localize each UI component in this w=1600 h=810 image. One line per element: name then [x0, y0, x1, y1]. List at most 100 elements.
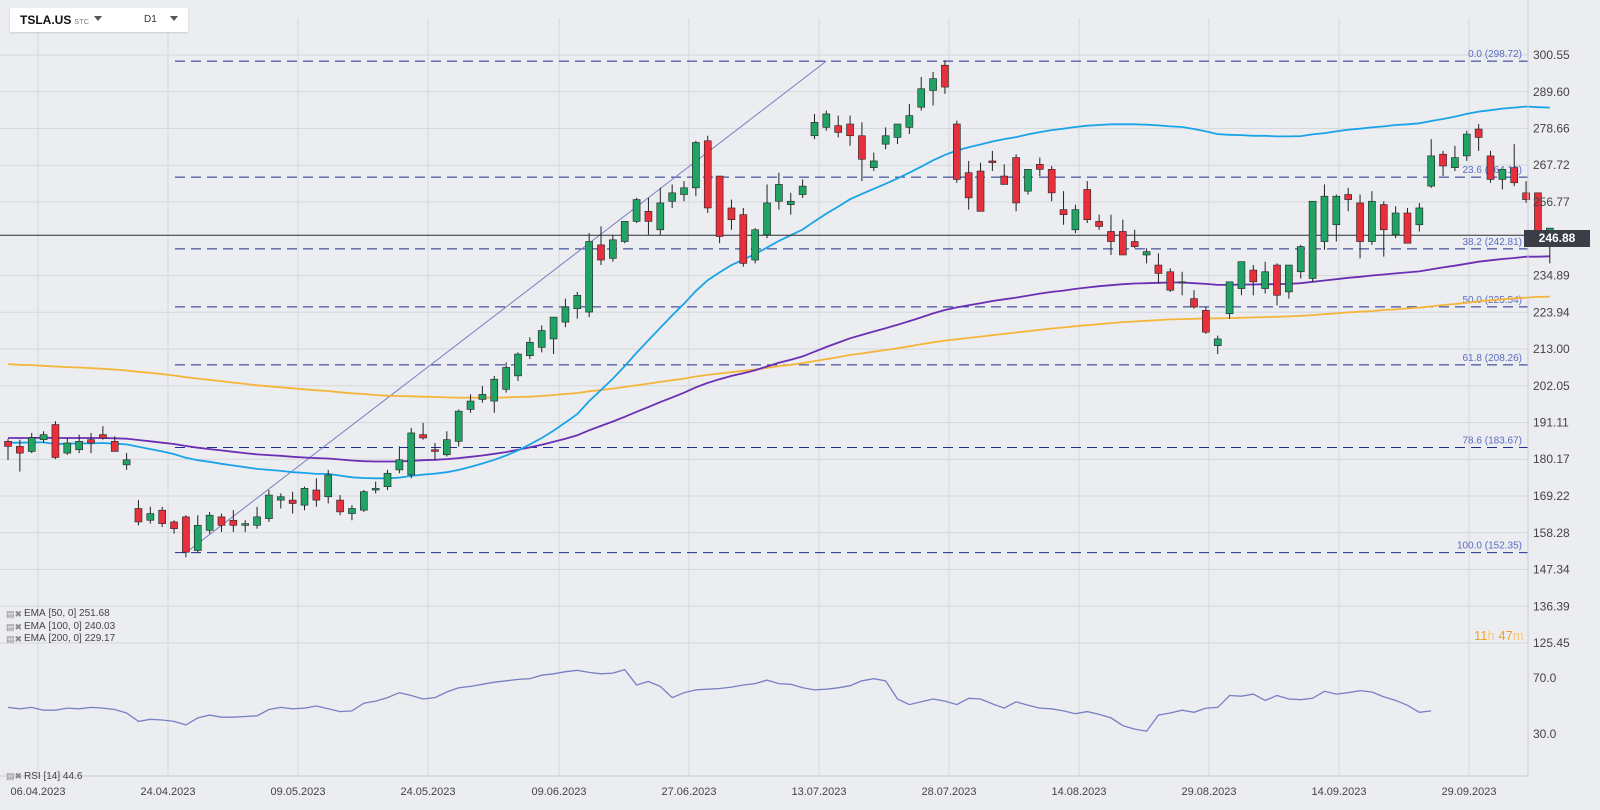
settings-close-icon[interactable]: ▤✖ [6, 609, 23, 619]
candle-body [87, 439, 95, 444]
candle-body [253, 516, 261, 526]
price-tick-label: 289.60 [1533, 85, 1570, 99]
candle-body [834, 125, 843, 133]
candle [1047, 165, 1056, 202]
candle-body [1047, 169, 1056, 194]
candle-body [1024, 169, 1032, 192]
rsi-pane: 70.0 30.0 [7, 668, 1557, 741]
candle [1059, 191, 1068, 225]
candle-body [158, 509, 166, 524]
candle-body [680, 187, 688, 195]
candle-body [265, 494, 273, 519]
candle-body [1012, 157, 1020, 204]
indicator-ema100[interactable]: ▤✖ EMA [100, 0] 240.03 [6, 621, 115, 634]
candle-body [1439, 153, 1447, 167]
candle-body [1273, 264, 1281, 296]
candle [775, 172, 783, 210]
candle [170, 520, 178, 534]
candle [336, 495, 344, 516]
candle [110, 436, 119, 452]
candle-body [16, 446, 24, 454]
candle [229, 510, 238, 533]
candle-body [537, 330, 546, 348]
candle-body [1107, 231, 1115, 242]
candle-body [478, 394, 487, 400]
candle [715, 175, 724, 244]
candle [443, 431, 451, 457]
candle-body [1213, 338, 1222, 346]
candle [51, 421, 60, 460]
candle [739, 207, 748, 267]
candle-body [383, 472, 392, 487]
candle-body [229, 519, 238, 526]
symbol-dropdown-icon[interactable] [94, 16, 102, 21]
candle [620, 221, 629, 244]
indicator-ema50[interactable]: ▤✖ EMA [50, 0] 251.68 [6, 608, 115, 621]
candle [87, 432, 95, 454]
candle-body [1225, 281, 1234, 315]
candle-body [1296, 246, 1305, 273]
date-tick-label: 09.06.2023 [531, 786, 586, 798]
candle [881, 127, 890, 150]
candle-body [964, 172, 973, 199]
candle [1261, 261, 1269, 294]
candle [537, 325, 546, 353]
candle-body [514, 353, 522, 377]
indicator-value: 251.68 [79, 608, 110, 619]
candle [964, 160, 973, 210]
ema50-line [8, 105, 1550, 480]
rsi-legend[interactable]: ▤✖ RSI [14] 44.6 [6, 771, 82, 782]
candle-body [431, 449, 439, 452]
indicator-ema200[interactable]: ▤✖ EMA [200, 0] 229.17 [6, 633, 115, 646]
price-tick-label: 213.00 [1533, 342, 1570, 356]
settings-close-icon[interactable]: ▤✖ [6, 771, 23, 781]
candle [359, 490, 368, 512]
candle-body [1332, 195, 1341, 226]
candle-body [63, 442, 72, 454]
candle [834, 115, 843, 138]
candle-body [1119, 231, 1127, 256]
candle-body [1308, 200, 1317, 279]
candle-body [454, 410, 463, 442]
candle [929, 71, 937, 106]
candle-body [502, 367, 510, 390]
candle [324, 469, 333, 504]
date-axis[interactable]: 06.04.2023 24.04.2023 09.05.2023 24.05.2023… [0, 775, 1528, 798]
candle-body [4, 441, 12, 447]
candle [265, 490, 273, 522]
candle-body [952, 123, 961, 180]
candle-body [549, 316, 558, 340]
candle-body [668, 192, 676, 202]
timeframe-label[interactable]: D1 [144, 14, 157, 25]
candle [205, 511, 214, 534]
symbol-selector-bar[interactable]: TSLA.US STC D1 [10, 8, 188, 32]
candle [1119, 219, 1127, 256]
settings-close-icon[interactable]: ▤✖ [6, 634, 23, 644]
candle [1510, 144, 1519, 187]
indicator-label: EMA [24, 633, 46, 644]
candle-body [893, 123, 902, 138]
candle [1451, 145, 1459, 172]
price-axis[interactable]: 300.55 289.60 278.66 267.72 256.77 234.89 223.… [1527, 0, 1570, 776]
price-tick-label: 147.34 [1533, 562, 1570, 576]
settings-close-icon[interactable]: ▤✖ [6, 621, 23, 632]
candle-body [917, 88, 926, 108]
candle-body [371, 488, 380, 491]
symbol-label[interactable]: TSLA.US STC [20, 13, 89, 27]
candle [288, 491, 297, 514]
candle-body [1510, 167, 1519, 184]
date-tick-label: 14.09.2023 [1311, 786, 1366, 798]
rsi-line [7, 668, 1432, 732]
candle [609, 234, 617, 262]
candle-body [1356, 202, 1364, 242]
candle-body [359, 491, 368, 511]
candle [1486, 150, 1495, 183]
timeframe-dropdown-icon[interactable] [170, 16, 178, 21]
candle [1213, 335, 1222, 355]
candle [727, 199, 736, 230]
price-tick-label: 267.72 [1533, 158, 1570, 172]
date-tick-label: 13.07.2023 [791, 786, 846, 798]
candle-countdown: 11h 47m [1474, 628, 1524, 643]
candle-body [905, 115, 914, 128]
